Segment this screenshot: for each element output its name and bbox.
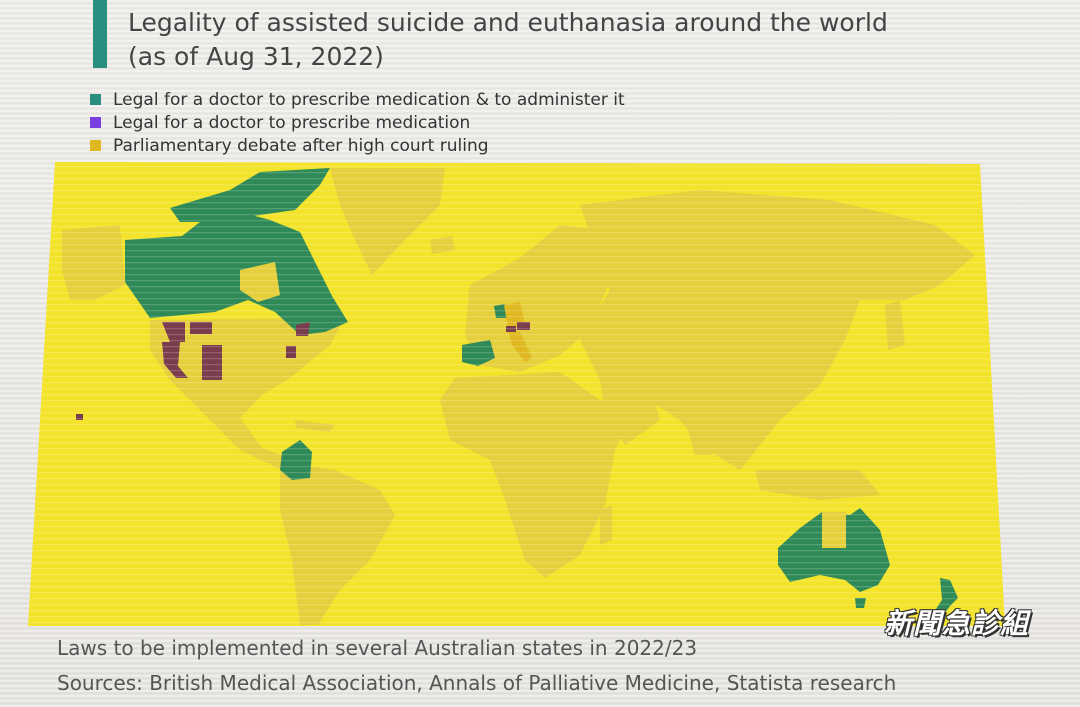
title-line-2: (as of Aug 31, 2022) xyxy=(128,42,384,71)
legend: Legal for a doctor to prescribe medicati… xyxy=(90,88,625,157)
title-line-1: Legality of assisted suicide and euthana… xyxy=(128,8,888,37)
legend-item-prescribe-administer: Legal for a doctor to prescribe medicati… xyxy=(90,88,625,111)
sources-text: Sources: British Medical Association, An… xyxy=(57,671,897,695)
footnote: Laws to be implemented in several Austra… xyxy=(57,636,698,660)
legend-label: Legal for a doctor to prescribe medicati… xyxy=(113,89,625,110)
chart-title: Legality of assisted suicide and euthana… xyxy=(128,6,1028,74)
legend-swatch-yellow xyxy=(90,140,101,151)
legend-swatch-purple xyxy=(90,117,101,128)
legend-label: Parliamentary debate after high court ru… xyxy=(113,135,489,156)
map-texture xyxy=(28,162,1005,626)
legend-label: Legal for a doctor to prescribe medicati… xyxy=(113,112,471,133)
title-accent-bar xyxy=(93,0,107,68)
legend-item-prescribe-only: Legal for a doctor to prescribe medicati… xyxy=(90,111,625,134)
legend-item-parliamentary-debate: Parliamentary debate after high court ru… xyxy=(90,134,625,157)
legend-swatch-green xyxy=(90,94,101,105)
broadcaster-watermark: 新聞急診組 xyxy=(884,607,1030,640)
